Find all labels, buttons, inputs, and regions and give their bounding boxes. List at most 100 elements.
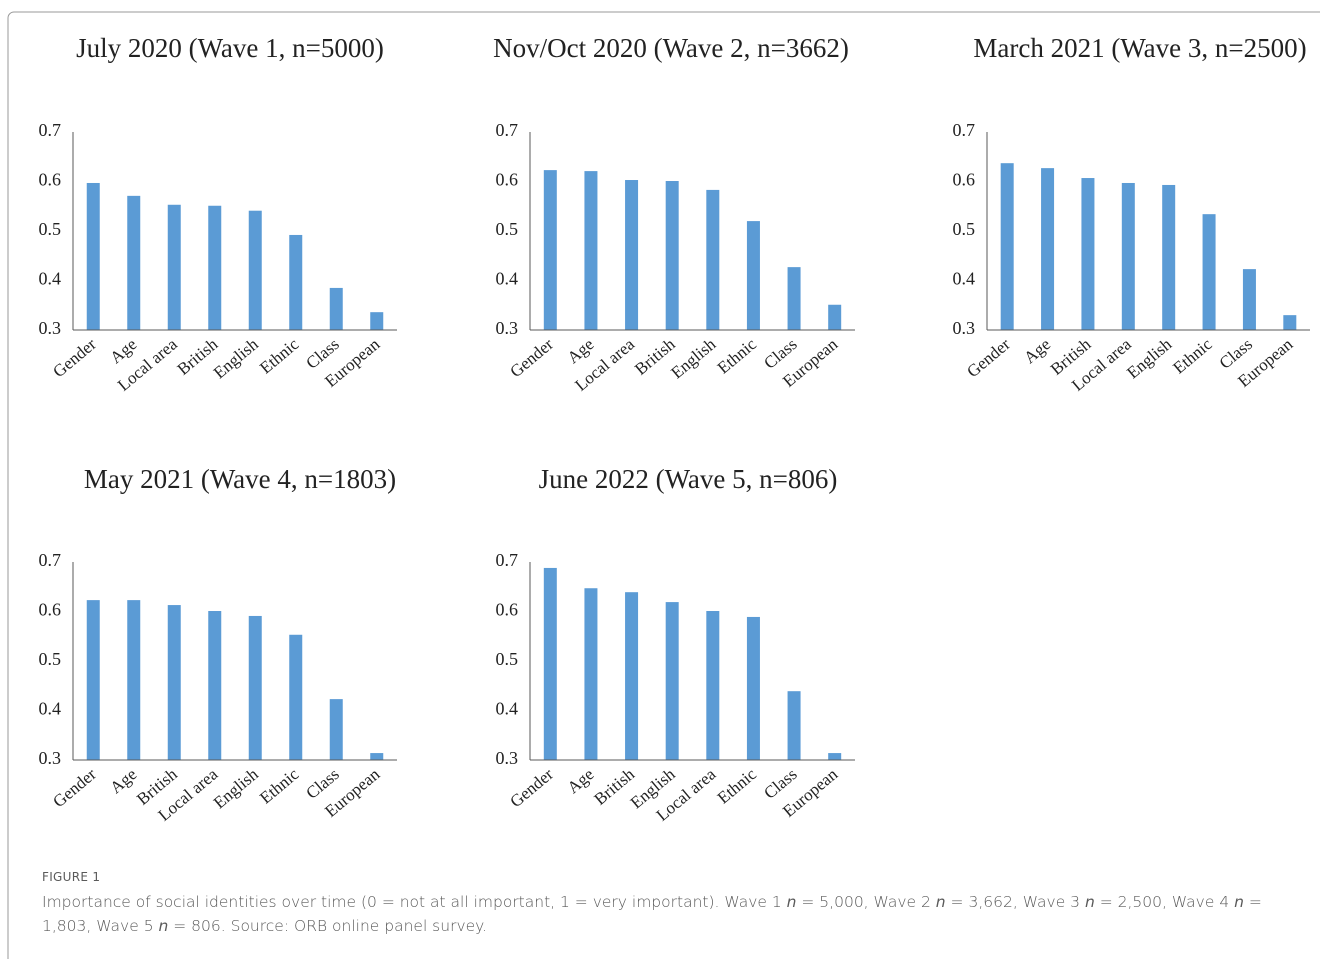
- bar: [665, 181, 679, 330]
- bar: [584, 171, 598, 330]
- y-tick-label: 0.5: [953, 219, 976, 239]
- y-tick-label: 0.6: [39, 170, 62, 190]
- x-tick-label: English: [210, 334, 262, 382]
- y-tick-label: 0.7: [496, 120, 519, 140]
- x-tick-label: Gender: [506, 334, 557, 381]
- bar: [167, 605, 181, 760]
- caption-part: Importance of social identities over tim…: [42, 893, 787, 911]
- caption-part: = 1,803, Wave 5: [42, 893, 1262, 935]
- y-tick-label: 0.5: [39, 649, 62, 669]
- bar: [167, 204, 181, 330]
- caption-part: n: [1234, 893, 1244, 911]
- y-tick-label: 0.5: [39, 219, 62, 239]
- bar: [625, 180, 639, 330]
- bar: [746, 616, 760, 760]
- bar: [828, 304, 842, 330]
- y-tick-label: 0.3: [496, 318, 519, 338]
- bar: [248, 615, 262, 760]
- y-tick-label: 0.4: [496, 699, 519, 719]
- bar: [543, 170, 557, 330]
- bar: [370, 312, 384, 330]
- chart-title: June 2022 (Wave 5, n=806): [539, 464, 838, 494]
- bar: [289, 234, 303, 330]
- figure-border: [7, 11, 1320, 959]
- y-tick-label: 0.3: [496, 748, 519, 768]
- caption-part: = 5,000, Wave 2: [796, 893, 936, 911]
- x-tick-label: English: [1123, 334, 1175, 382]
- bar: [248, 210, 262, 330]
- bar: [127, 195, 141, 330]
- caption: FIGURE 1 Importance of social identities…: [42, 870, 1304, 938]
- caption-part: n: [158, 917, 169, 935]
- bar: [1242, 269, 1256, 330]
- bar: [329, 287, 343, 330]
- x-tick-label: Ethnic: [714, 764, 761, 807]
- y-tick-label: 0.4: [953, 269, 976, 289]
- bar: [86, 600, 100, 760]
- bar: [584, 588, 598, 760]
- bar: [370, 753, 384, 760]
- y-tick-label: 0.5: [496, 219, 519, 239]
- bar: [86, 182, 100, 330]
- y-tick-label: 0.6: [953, 170, 976, 190]
- x-tick-label: Gender: [49, 334, 100, 381]
- bar: [329, 699, 343, 760]
- y-tick-label: 0.6: [496, 600, 519, 620]
- bar: [828, 753, 842, 760]
- x-tick-label: Gender: [506, 764, 557, 811]
- y-tick-label: 0.7: [39, 120, 62, 140]
- bar: [706, 189, 720, 330]
- x-tick-label: Ethnic: [1169, 334, 1216, 377]
- chart-title: July 2020 (Wave 1, n=5000): [76, 33, 384, 63]
- bar: [1202, 214, 1216, 330]
- y-tick-label: 0.4: [39, 269, 62, 289]
- bar: [1162, 184, 1176, 330]
- y-tick-label: 0.4: [496, 269, 519, 289]
- bar: [208, 205, 222, 330]
- y-tick-label: 0.3: [953, 318, 976, 338]
- caption-part: n: [1084, 893, 1095, 911]
- caption-part: = 3,662, Wave 3: [945, 893, 1085, 911]
- bar: [746, 221, 760, 330]
- y-tick-label: 0.4: [39, 699, 62, 719]
- x-tick-label: Gender: [963, 334, 1014, 381]
- caption-part: n: [935, 893, 946, 911]
- bar: [625, 592, 639, 760]
- caption-part: = 2,500, Wave 4: [1094, 893, 1235, 911]
- x-tick-label: Ethnic: [256, 334, 303, 377]
- bar: [1000, 163, 1014, 330]
- x-tick-label: Ethnic: [256, 764, 303, 807]
- bar: [543, 567, 557, 760]
- y-tick-label: 0.3: [39, 748, 62, 768]
- bar: [1041, 168, 1055, 330]
- chart-title: Nov/Oct 2020 (Wave 2, n=3662): [493, 33, 849, 63]
- y-tick-label: 0.6: [39, 600, 62, 620]
- y-tick-label: 0.7: [496, 550, 519, 570]
- bar: [208, 611, 222, 760]
- bar: [289, 634, 303, 760]
- y-tick-label: 0.3: [39, 318, 62, 338]
- y-tick-label: 0.5: [496, 649, 519, 669]
- y-tick-label: 0.7: [39, 550, 62, 570]
- x-tick-label: English: [210, 764, 262, 812]
- chart-title: March 2021 (Wave 3, n=2500): [973, 33, 1306, 63]
- bar: [787, 267, 801, 330]
- bar: [1121, 182, 1135, 330]
- x-tick-label: Gender: [49, 764, 100, 811]
- x-tick-label: Ethnic: [714, 334, 761, 377]
- caption-text: Importance of social identities over tim…: [42, 890, 1304, 938]
- y-tick-label: 0.6: [496, 170, 519, 190]
- bar: [1283, 315, 1297, 330]
- bar: [787, 691, 801, 760]
- bar: [1081, 178, 1095, 330]
- bar: [665, 602, 679, 760]
- y-tick-label: 0.7: [953, 120, 976, 140]
- bar: [706, 611, 720, 760]
- bar: [127, 600, 141, 760]
- x-tick-label: English: [667, 334, 719, 382]
- chart-title: May 2021 (Wave 4, n=1803): [84, 464, 396, 494]
- caption-part: = 806. Source: ORB online panel survey.: [168, 917, 488, 935]
- caption-part: n: [786, 893, 797, 911]
